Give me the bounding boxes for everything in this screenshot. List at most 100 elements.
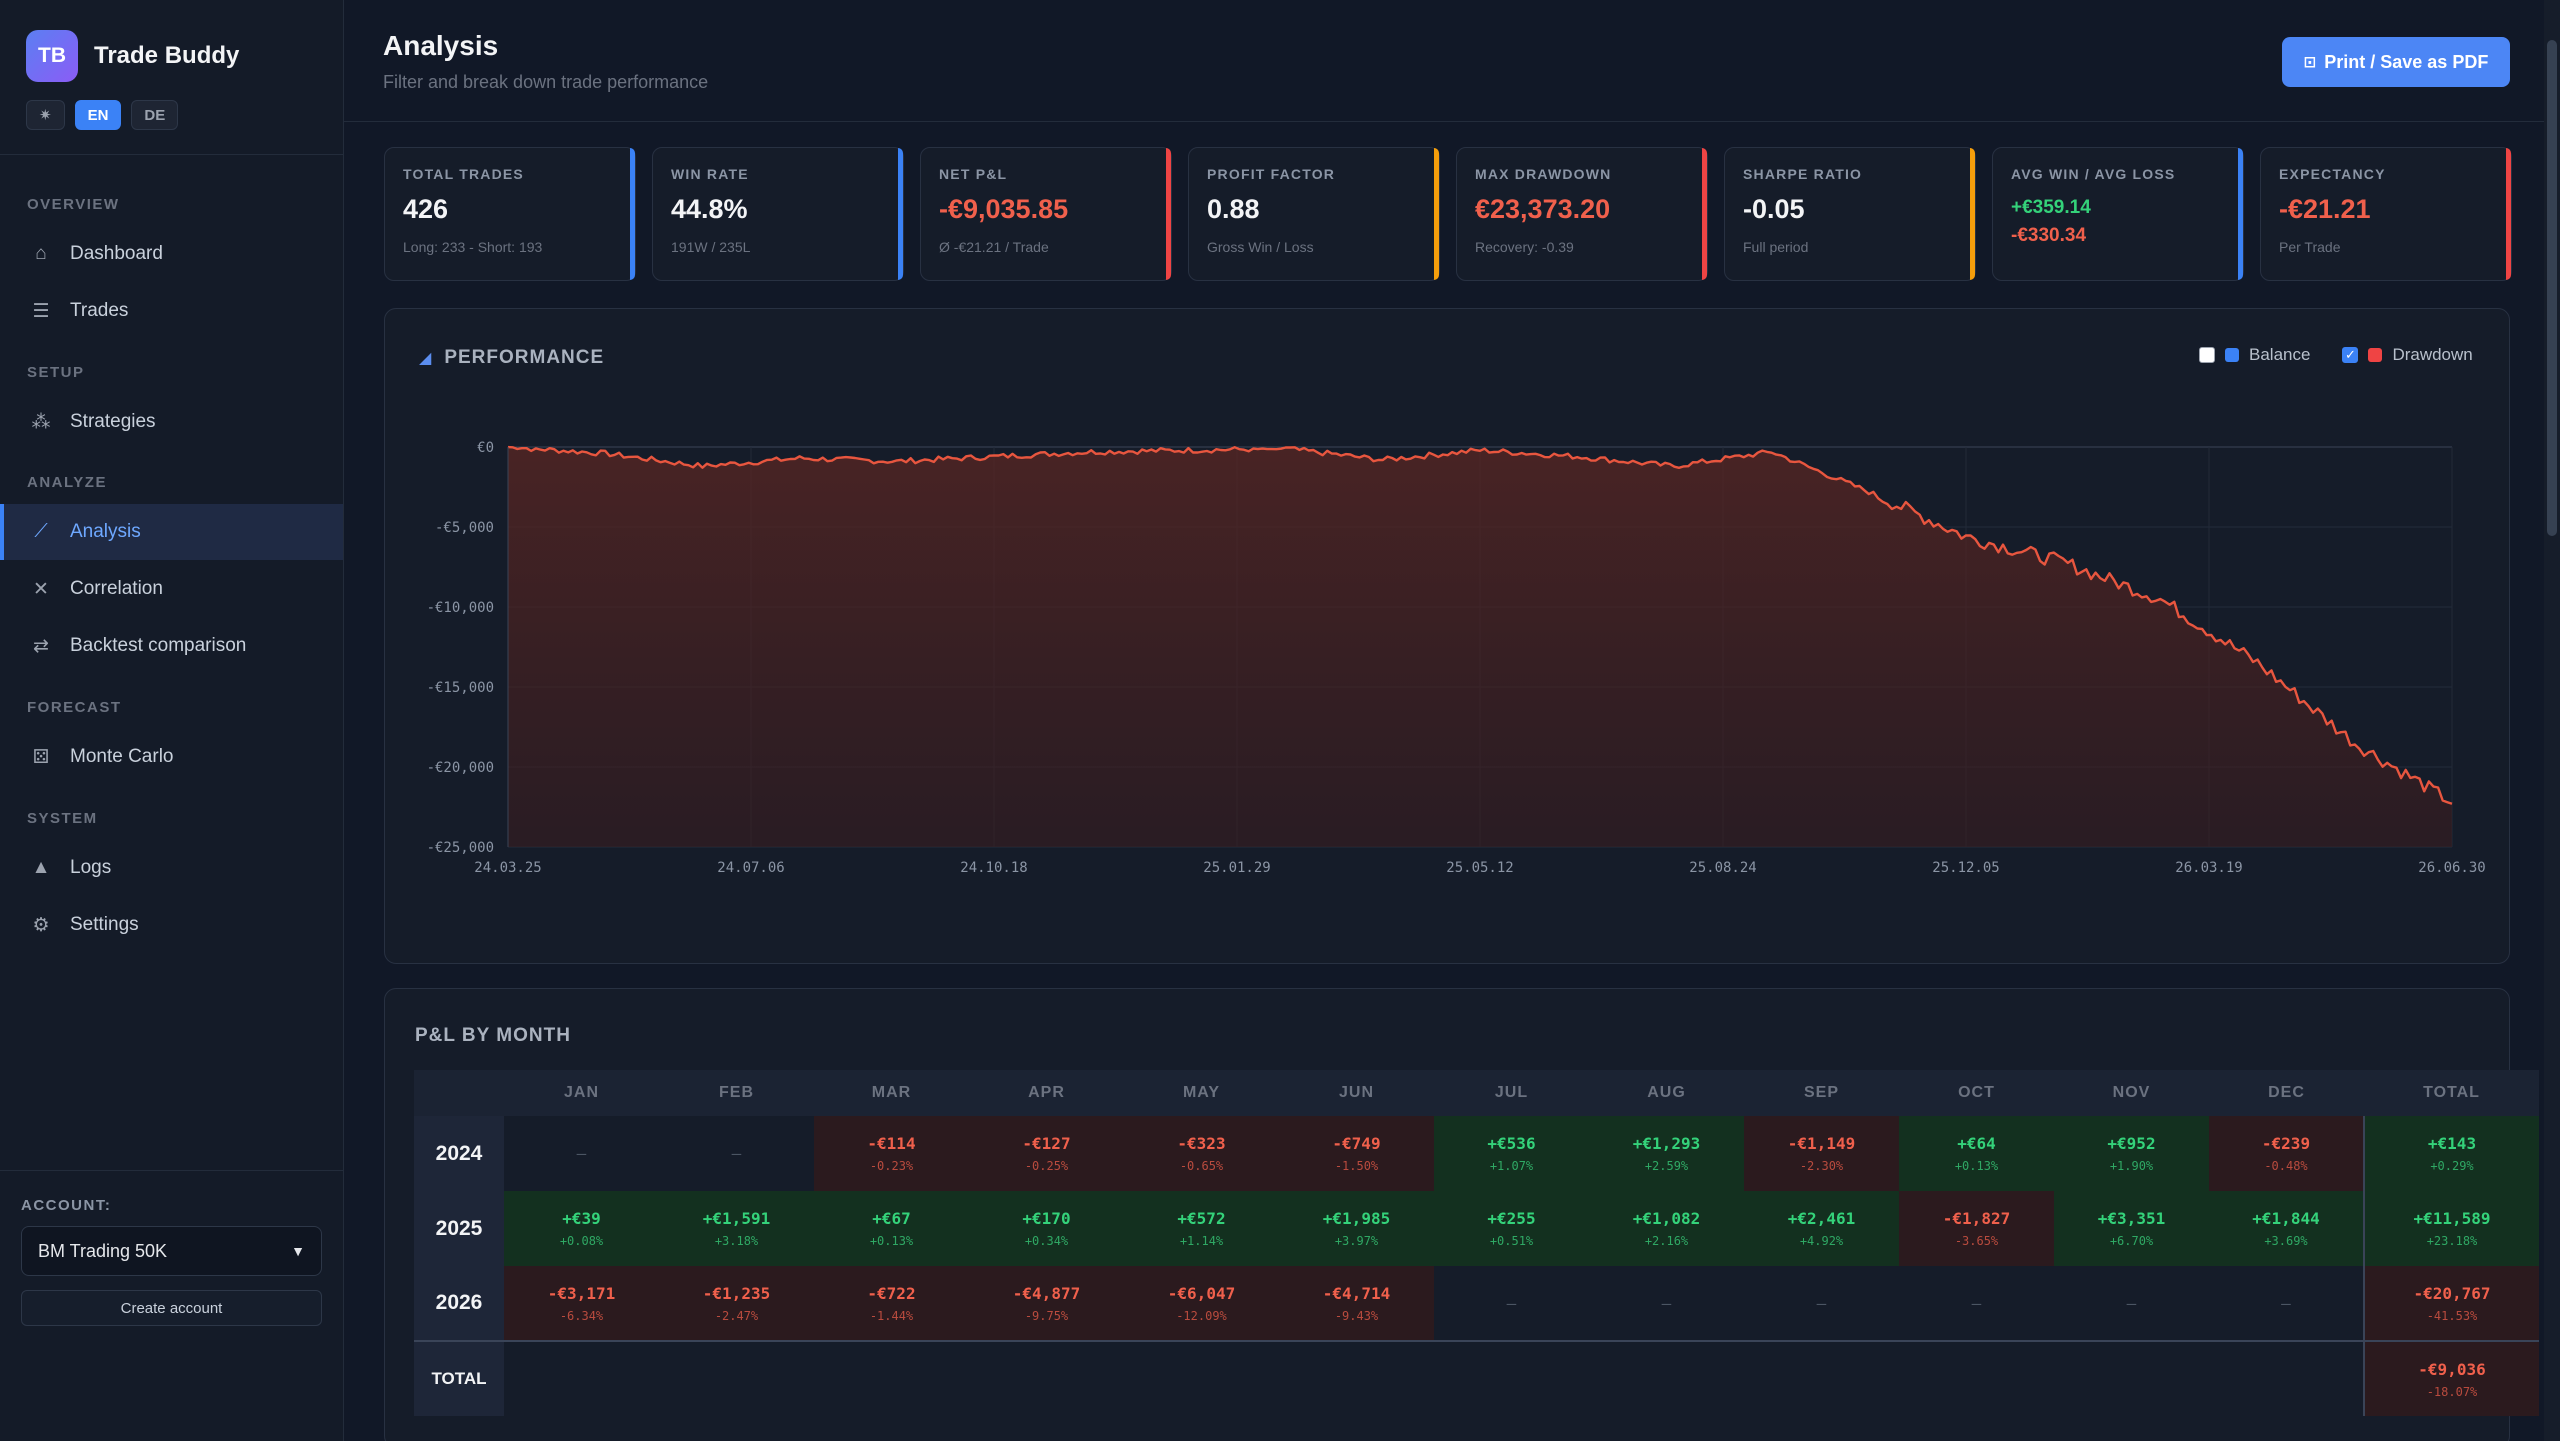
month-cell[interactable]: +€1,844 +3.69% bbox=[2209, 1191, 2364, 1266]
total-label-cell: TOTAL bbox=[414, 1340, 504, 1416]
month-cell[interactable]: +€170 +0.34% bbox=[969, 1191, 1124, 1266]
drawdown-line bbox=[507, 445, 2453, 805]
line-chart-icon: ⟋ bbox=[34, 521, 48, 542]
sidebar-item-analysis[interactable]: ⟋ Analysis bbox=[0, 504, 343, 560]
month-cell[interactable]: +€3,351 +6.70% bbox=[2054, 1191, 2209, 1266]
cell-percent: -0.48% bbox=[2264, 1159, 2308, 1173]
sitemap-icon: ⁂ bbox=[31, 411, 51, 433]
cell-percent: +0.08% bbox=[559, 1234, 604, 1248]
account-label: ACCOUNT: bbox=[21, 1197, 112, 1214]
month-cell[interactable]: +€952 +1.90% bbox=[2054, 1116, 2209, 1191]
avg-win-value: +€359.14 bbox=[2011, 197, 2091, 218]
column-header: JAN bbox=[504, 1070, 659, 1116]
cell-value: +€39 bbox=[562, 1209, 601, 1228]
sidebar-item-strategies[interactable]: ⁂ Strategies bbox=[0, 394, 343, 450]
total-row-empty-cell bbox=[1434, 1340, 1589, 1416]
y-tick-label: -€15,000 bbox=[427, 680, 494, 696]
sidebar-item-label: Trades bbox=[70, 300, 129, 321]
month-cell[interactable]: -€749 -1.50% bbox=[1279, 1116, 1434, 1191]
month-cell[interactable]: -€1,827 -3.65% bbox=[1899, 1191, 2054, 1266]
language-switcher: ✷ EN DE bbox=[26, 100, 179, 130]
cell-value: -€3,171 bbox=[547, 1283, 616, 1303]
lang-de-button[interactable]: DE bbox=[131, 100, 179, 130]
y-tick-label: €0 bbox=[477, 440, 494, 456]
table-row: 2026 -€3,171 -6.34% -€1,235 -2.47% -€722 -1.44… bbox=[414, 1266, 2539, 1341]
total-row-empty-cell bbox=[814, 1340, 969, 1416]
cell-value: +€170 bbox=[1022, 1209, 1071, 1228]
month-cell[interactable]: -€4,877 -9.75% bbox=[969, 1266, 1124, 1341]
month-cell[interactable]: -€1,235 -2.47% bbox=[659, 1266, 814, 1341]
cell-percent: +2.59% bbox=[1644, 1159, 1689, 1173]
cell-percent: +2.16% bbox=[1644, 1234, 1689, 1248]
create-account-button[interactable]: Create account bbox=[21, 1290, 322, 1326]
cell-value: +€143 bbox=[2427, 1134, 2477, 1153]
month-cell[interactable]: +€255 +0.51% bbox=[1434, 1191, 1589, 1266]
cell-value: +€2,461 bbox=[1787, 1209, 1856, 1228]
account-select[interactable]: BM Trading 50K ▼ bbox=[21, 1226, 322, 1276]
month-cell[interactable]: +€67 +0.13% bbox=[814, 1191, 969, 1266]
month-cell-empty: – bbox=[1899, 1266, 2054, 1341]
performance-title-label: PERFORMANCE bbox=[444, 347, 605, 368]
month-cell[interactable]: +€2,461 +4.92% bbox=[1744, 1191, 1899, 1266]
year-total-cell[interactable]: -€20,767 -41.53% bbox=[2363, 1266, 2539, 1341]
cell-percent: -1.44% bbox=[869, 1308, 914, 1323]
scrollbar-thumb[interactable] bbox=[2547, 40, 2557, 536]
table-total-row: TOTAL -€9,036 -18.07% bbox=[414, 1340, 2539, 1416]
lang-en-button[interactable]: EN bbox=[74, 100, 122, 130]
month-cell[interactable]: +€64 +0.13% bbox=[1899, 1116, 2054, 1191]
month-cell[interactable]: -€4,714 -9.43% bbox=[1279, 1266, 1434, 1341]
month-cell[interactable]: +€1,591 +3.18% bbox=[659, 1191, 814, 1266]
month-cell[interactable]: +€1,293 +2.59% bbox=[1589, 1116, 1744, 1191]
print-button[interactable]: ⊡ Print / Save as PDF bbox=[2282, 37, 2510, 87]
column-header: MAY bbox=[1124, 1070, 1279, 1116]
cell-percent: -41.53% bbox=[2426, 1308, 2478, 1323]
brand[interactable]: TB Trade Buddy bbox=[26, 30, 239, 82]
grand-total-cell[interactable]: -€9,036 -18.07% bbox=[2363, 1340, 2539, 1416]
x-tick-label: 25.05.12 bbox=[1446, 860, 1513, 876]
sidebar-item-monte-carlo[interactable]: ⚄ Monte Carlo bbox=[0, 729, 343, 785]
month-cell-empty: – bbox=[2054, 1266, 2209, 1341]
total-row-empty-cell bbox=[1589, 1340, 1744, 1416]
drawdown-checkbox[interactable]: ✓ bbox=[2342, 347, 2359, 363]
sidebar-item-correlation[interactable]: ✕ Correlation bbox=[0, 561, 343, 617]
sidebar-item-logs[interactable]: ▲ Logs bbox=[0, 840, 343, 896]
month-cell[interactable]: -€6,047 -12.09% bbox=[1124, 1266, 1279, 1341]
list-icon: ☰ bbox=[32, 300, 50, 322]
balance-checkbox[interactable] bbox=[2199, 347, 2215, 363]
month-cell[interactable]: -€722 -1.44% bbox=[814, 1266, 969, 1341]
column-header: DEC bbox=[2209, 1070, 2364, 1116]
column-header: OCT bbox=[1899, 1070, 2054, 1116]
month-cell[interactable]: -€114 -0.23% bbox=[814, 1116, 969, 1191]
x-tick-label: 24.10.18 bbox=[960, 860, 1027, 876]
month-cell[interactable]: +€1,985 +3.97% bbox=[1279, 1191, 1434, 1266]
sidebar-item-trades[interactable]: ☰ Trades bbox=[0, 283, 343, 339]
sidebar-item-settings[interactable]: ⚙ Settings bbox=[0, 897, 343, 953]
month-cell-empty: – bbox=[659, 1116, 814, 1191]
sidebar-item-dashboard[interactable]: ⌂ Dashboard bbox=[0, 226, 343, 282]
month-cell[interactable]: +€536 +1.07% bbox=[1434, 1116, 1589, 1191]
cell-percent: +3.69% bbox=[2264, 1234, 2308, 1248]
month-cell[interactable]: +€39 +0.08% bbox=[504, 1191, 659, 1266]
kpi-sub: Per Trade bbox=[2279, 239, 2341, 255]
month-cell[interactable]: +€1,082 +2.16% bbox=[1589, 1191, 1744, 1266]
cell-percent: +6.70% bbox=[2109, 1234, 2154, 1248]
kpi-value: 44.8% bbox=[671, 194, 748, 224]
sidebar-item-label: Strategies bbox=[70, 411, 156, 432]
month-cell[interactable]: -€239 -0.48% bbox=[2209, 1116, 2364, 1191]
month-cell[interactable]: +€572 +1.14% bbox=[1124, 1191, 1279, 1266]
monthly-pnl-table: JAN FEB MAR APR MAY JUN JUL AUG SEP OCT NOV DEC TOTA… bbox=[414, 1070, 2539, 1416]
nav-section-analyze: ANALYZE bbox=[27, 474, 107, 491]
month-cell[interactable]: -€323 -0.65% bbox=[1124, 1116, 1279, 1191]
cell-value: +€1,293 bbox=[1632, 1134, 1701, 1153]
month-cell[interactable]: -€1,149 -2.30% bbox=[1744, 1116, 1899, 1191]
year-total-cell[interactable]: +€143 +0.29% bbox=[2363, 1116, 2539, 1191]
cell-percent: -9.75% bbox=[1024, 1308, 1069, 1323]
swap-icon: ⇄ bbox=[33, 635, 49, 657]
sidebar-divider bbox=[0, 1170, 343, 1171]
scrollbar[interactable] bbox=[2544, 0, 2560, 1441]
theme-toggle-button[interactable]: ✷ bbox=[26, 100, 65, 130]
month-cell[interactable]: -€127 -0.25% bbox=[969, 1116, 1124, 1191]
year-total-cell[interactable]: +€11,589 +23.18% bbox=[2363, 1191, 2539, 1266]
sidebar-item-backtest-comparison[interactable]: ⇄ Backtest comparison bbox=[0, 618, 343, 674]
month-cell[interactable]: -€3,171 -6.34% bbox=[504, 1266, 659, 1341]
